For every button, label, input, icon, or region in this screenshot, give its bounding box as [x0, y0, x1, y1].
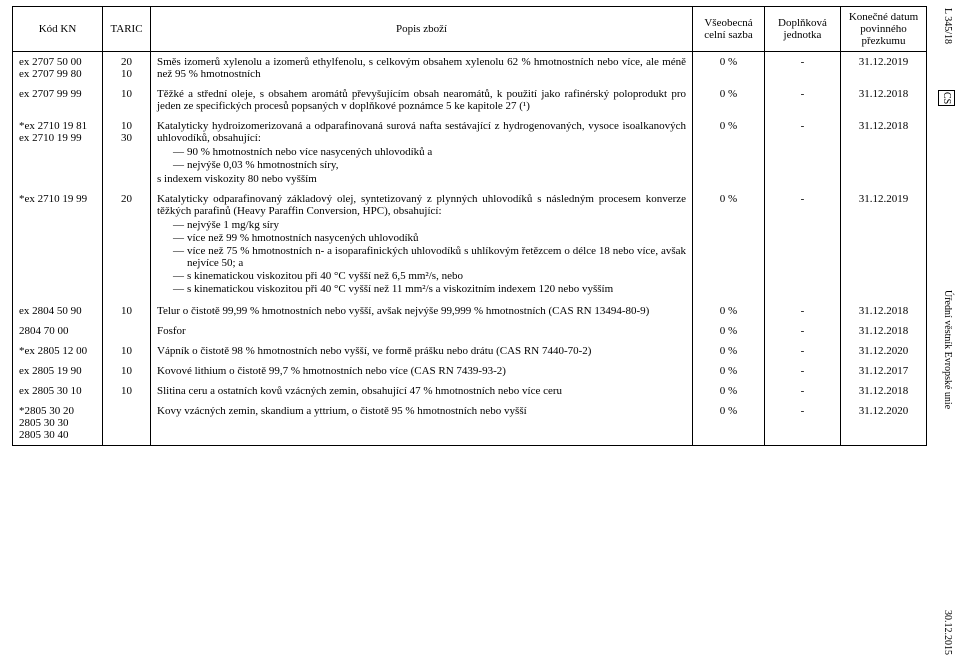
cell-rate: 0 %	[693, 84, 765, 116]
page-date-bottom: 30.12.2015	[942, 610, 953, 655]
cell-date: 31.12.2019	[841, 52, 927, 85]
cell-unit: -	[765, 116, 841, 189]
cell-taric: 10	[103, 84, 151, 116]
cell-kn: ex 2805 30 10	[13, 381, 103, 401]
cell-taric: 10	[103, 341, 151, 361]
desc-bullets: nejvýše 1 mg/kg síryvíce než 99 % hmotno…	[173, 219, 686, 295]
cell-kn: *ex 2710 19 81 ex 2710 19 99	[13, 116, 103, 189]
cell-date: 31.12.2020	[841, 341, 927, 361]
cell-kn: 2804 70 00	[13, 321, 103, 341]
cell-rate: 0 %	[693, 381, 765, 401]
cell-kn: ex 2804 50 90	[13, 301, 103, 321]
cell-desc: Vápník o čistotě 98 % hmotnostních nebo …	[151, 341, 693, 361]
tariff-table: Kód KN TARIC Popis zboží Všeobecná celní…	[12, 6, 927, 446]
header-kn: Kód KN	[13, 7, 103, 52]
cell-kn: *2805 30 20 2805 30 30 2805 30 40	[13, 401, 103, 446]
cell-rate: 0 %	[693, 341, 765, 361]
cell-date: 31.12.2018	[841, 381, 927, 401]
cell-rate: 0 %	[693, 401, 765, 446]
desc-bullet: nejvýše 0,03 % hmotnostních síry,	[173, 159, 686, 171]
cell-taric	[103, 321, 151, 341]
cell-date: 31.12.2017	[841, 361, 927, 381]
cell-date: 31.12.2018	[841, 84, 927, 116]
cell-unit: -	[765, 381, 841, 401]
table-row: ex 2804 50 9010Telur o čistotě 99,99 % h…	[13, 301, 927, 321]
table-row: *ex 2710 19 9920Katalyticky odparafinova…	[13, 189, 927, 301]
table-header-row: Kód KN TARIC Popis zboží Všeobecná celní…	[13, 7, 927, 52]
cell-date: 31.12.2018	[841, 301, 927, 321]
cell-unit: -	[765, 189, 841, 301]
cell-unit: -	[765, 341, 841, 361]
table-row: ex 2707 50 00 ex 2707 99 8020 10Směs izo…	[13, 52, 927, 85]
cell-desc: Kovové lithium o čistotě 99,7 % hmotnost…	[151, 361, 693, 381]
cell-taric: 20 10	[103, 52, 151, 85]
desc-bullet: s kinematickou viskozitou při 40 °C vyšš…	[173, 270, 686, 282]
cell-unit: -	[765, 321, 841, 341]
cell-taric: 20	[103, 189, 151, 301]
cell-kn: ex 2707 99 99	[13, 84, 103, 116]
desc-lead: Katalyticky hydroizomerizovaná a odparaf…	[157, 120, 686, 144]
cell-unit: -	[765, 52, 841, 85]
table-row: *ex 2710 19 81 ex 2710 19 9910 30Katalyt…	[13, 116, 927, 189]
cell-kn: ex 2707 50 00 ex 2707 99 80	[13, 52, 103, 85]
cell-date: 31.12.2020	[841, 401, 927, 446]
desc-bullet: více než 75 % hmotnostních n- a isoparaf…	[173, 245, 686, 269]
cell-desc: Slitina ceru a ostatních kovů vzácných z…	[151, 381, 693, 401]
cell-desc: Těžké a střední oleje, s obsahem aromátů…	[151, 84, 693, 116]
cell-taric: 10	[103, 361, 151, 381]
table-row: ex 2707 99 9910Těžké a střední oleje, s …	[13, 84, 927, 116]
header-date: Konečné datum povinného přezkumu	[841, 7, 927, 52]
table-row: *2805 30 20 2805 30 30 2805 30 40 Kovy vz…	[13, 401, 927, 446]
desc-bullet: s kinematickou viskozitou při 40 °C vyšš…	[173, 283, 686, 295]
journal-name: Úřední věstník Evropské unie	[942, 290, 953, 409]
cell-rate: 0 %	[693, 116, 765, 189]
header-taric: TARIC	[103, 7, 151, 52]
cell-date: 31.12.2018	[841, 321, 927, 341]
cell-taric: 10	[103, 381, 151, 401]
cell-rate: 0 %	[693, 189, 765, 301]
cell-desc: Katalyticky hydroizomerizovaná a odparaf…	[151, 116, 693, 189]
cell-unit: -	[765, 361, 841, 381]
desc-bullet: více než 99 % hmotnostních nasycených uh…	[173, 232, 686, 244]
cell-rate: 0 %	[693, 321, 765, 341]
desc-bullet: nejvýše 1 mg/kg síry	[173, 219, 686, 231]
page-ref-top: L 345/18	[942, 8, 953, 44]
header-rate: Všeobecná celní sazba	[693, 7, 765, 52]
table-row: *ex 2805 12 0010Vápník o čistotě 98 % hm…	[13, 341, 927, 361]
cell-desc: Telur o čistotě 99,99 % hmotnostních neb…	[151, 301, 693, 321]
cell-rate: 0 %	[693, 361, 765, 381]
desc-bullet: 90 % hmotnostních nebo více nasycených u…	[173, 146, 686, 158]
cell-taric: 10	[103, 301, 151, 321]
cell-kn: *ex 2805 12 00	[13, 341, 103, 361]
header-unit: Doplňková jednotka	[765, 7, 841, 52]
cell-taric	[103, 401, 151, 446]
cell-unit: -	[765, 401, 841, 446]
header-desc: Popis zboží	[151, 7, 693, 52]
cell-rate: 0 %	[693, 52, 765, 85]
cell-desc: Katalyticky odparafinovaný základový ole…	[151, 189, 693, 301]
cell-desc: Kovy vzácných zemin, skandium a yttrium,…	[151, 401, 693, 446]
cell-unit: -	[765, 301, 841, 321]
cell-kn: *ex 2710 19 99	[13, 189, 103, 301]
desc-lead: Katalyticky odparafinovaný základový ole…	[157, 193, 686, 217]
table-row: ex 2805 19 9010Kovové lithium o čistotě …	[13, 361, 927, 381]
cell-date: 31.12.2019	[841, 189, 927, 301]
table-row: ex 2805 30 1010Slitina ceru a ostatních …	[13, 381, 927, 401]
desc-bullets: 90 % hmotnostních nebo více nasycených u…	[173, 146, 686, 171]
cell-rate: 0 %	[693, 301, 765, 321]
cell-taric: 10 30	[103, 116, 151, 189]
table-row: 2804 70 00 Fosfor0 %-31.12.2018	[13, 321, 927, 341]
cell-date: 31.12.2018	[841, 116, 927, 189]
language-code: CS	[938, 90, 955, 106]
cell-desc: Směs izomerů xylenolu a izomerů ethylfen…	[151, 52, 693, 85]
cell-unit: -	[765, 84, 841, 116]
cell-kn: ex 2805 19 90	[13, 361, 103, 381]
cell-desc: Fosfor	[151, 321, 693, 341]
desc-tail: s indexem viskozity 80 nebo vyšším	[157, 173, 686, 185]
